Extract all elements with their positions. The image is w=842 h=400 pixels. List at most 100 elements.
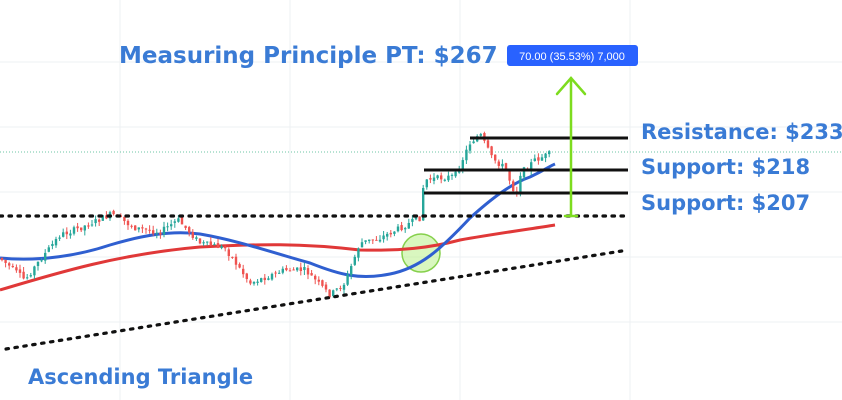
candle-body — [123, 216, 126, 222]
candle-body — [47, 247, 50, 252]
candle-body — [317, 279, 320, 282]
candle-body — [238, 264, 241, 268]
candle-body — [173, 221, 176, 223]
candle-body — [332, 290, 335, 297]
candle-body — [260, 278, 263, 282]
candle-body — [159, 232, 162, 235]
candle-body — [303, 267, 306, 271]
candle-body — [62, 232, 65, 237]
candle-body — [58, 237, 61, 239]
candle-body — [278, 272, 281, 274]
candle-body — [184, 225, 187, 229]
candle-body — [530, 162, 533, 171]
candle-body — [306, 268, 310, 275]
candle-body — [72, 227, 76, 234]
candle-body — [321, 280, 324, 286]
candle-body — [400, 225, 403, 231]
candle-body — [335, 288, 338, 290]
candle-body — [206, 241, 209, 243]
candle-body — [94, 219, 97, 224]
candle-body — [155, 232, 158, 234]
candle-body — [396, 226, 400, 232]
candle-body — [170, 224, 173, 227]
candle-body — [227, 249, 230, 257]
candle-body — [382, 235, 385, 240]
candle-body — [256, 281, 259, 283]
candle-body — [378, 239, 382, 242]
candle-body — [371, 239, 374, 241]
ma-slow-line — [0, 223, 556, 292]
candle-body — [472, 141, 475, 144]
candle-body — [130, 225, 133, 227]
resistance-label: Resistance: $233 — [641, 120, 842, 144]
candle-body — [407, 222, 410, 229]
candle-body — [134, 225, 137, 231]
candle-body — [209, 241, 212, 246]
candle-body — [87, 225, 90, 227]
candle-body — [26, 277, 29, 279]
candle-body — [486, 140, 490, 148]
candle-body — [80, 227, 83, 231]
measure-arrow-head-top — [555, 76, 587, 96]
candle-body — [22, 271, 25, 279]
candle-body — [69, 233, 72, 236]
triangle-bottom-line — [4, 248, 630, 351]
candle-body — [198, 238, 202, 244]
measure-badge-text: 70.00 (35.53%) 7,000 — [519, 51, 625, 63]
candle-body — [342, 284, 346, 290]
candle-body — [216, 243, 220, 248]
candle-body — [468, 144, 472, 151]
candle-body — [152, 230, 155, 234]
candle-body — [375, 239, 378, 241]
candle-body — [533, 158, 536, 162]
candle-body — [202, 242, 205, 244]
candle-body — [353, 256, 356, 265]
candle-body — [29, 275, 32, 277]
candle-body — [497, 161, 500, 166]
candle-body — [508, 170, 511, 181]
candle-body — [422, 187, 425, 221]
candle-body — [504, 163, 508, 171]
candle-body — [90, 224, 94, 226]
candle-body — [512, 181, 515, 192]
candle-body — [393, 231, 396, 234]
candle-body — [126, 220, 130, 226]
candle-body — [44, 252, 47, 261]
candle-body — [263, 277, 266, 281]
candle-body — [137, 227, 140, 230]
candle-body — [11, 266, 14, 268]
candle-body — [105, 215, 108, 219]
candle-body — [461, 160, 464, 170]
candle-body — [360, 242, 364, 248]
candle-body — [411, 218, 414, 222]
candle-body — [522, 167, 526, 178]
candle-body — [490, 146, 493, 156]
price-target-label: Measuring Principle PT: $267 — [119, 43, 498, 69]
candle-body — [245, 273, 248, 280]
candle-body — [414, 217, 418, 220]
candle-body — [51, 243, 54, 246]
candle-body — [346, 274, 349, 285]
candle-body — [429, 178, 432, 180]
candle-body — [234, 256, 238, 265]
candle-body — [144, 228, 148, 230]
candle-body — [65, 231, 68, 235]
candle-body — [339, 287, 342, 289]
candle-body — [224, 246, 227, 249]
candle-body — [36, 261, 40, 267]
candle-body — [188, 227, 191, 233]
candle-body — [166, 226, 169, 228]
candle-body — [299, 267, 302, 272]
candle-body — [357, 248, 360, 258]
candle-body — [440, 175, 443, 180]
candle-body — [148, 229, 151, 231]
candle-body — [285, 267, 288, 271]
candle-body — [465, 149, 468, 161]
ma-fast-line — [0, 162, 556, 279]
candle-body — [425, 179, 428, 188]
measure-arrow — [555, 76, 587, 218]
candle-body — [0, 257, 4, 261]
candle-body — [418, 216, 421, 222]
candle-body — [40, 260, 43, 262]
